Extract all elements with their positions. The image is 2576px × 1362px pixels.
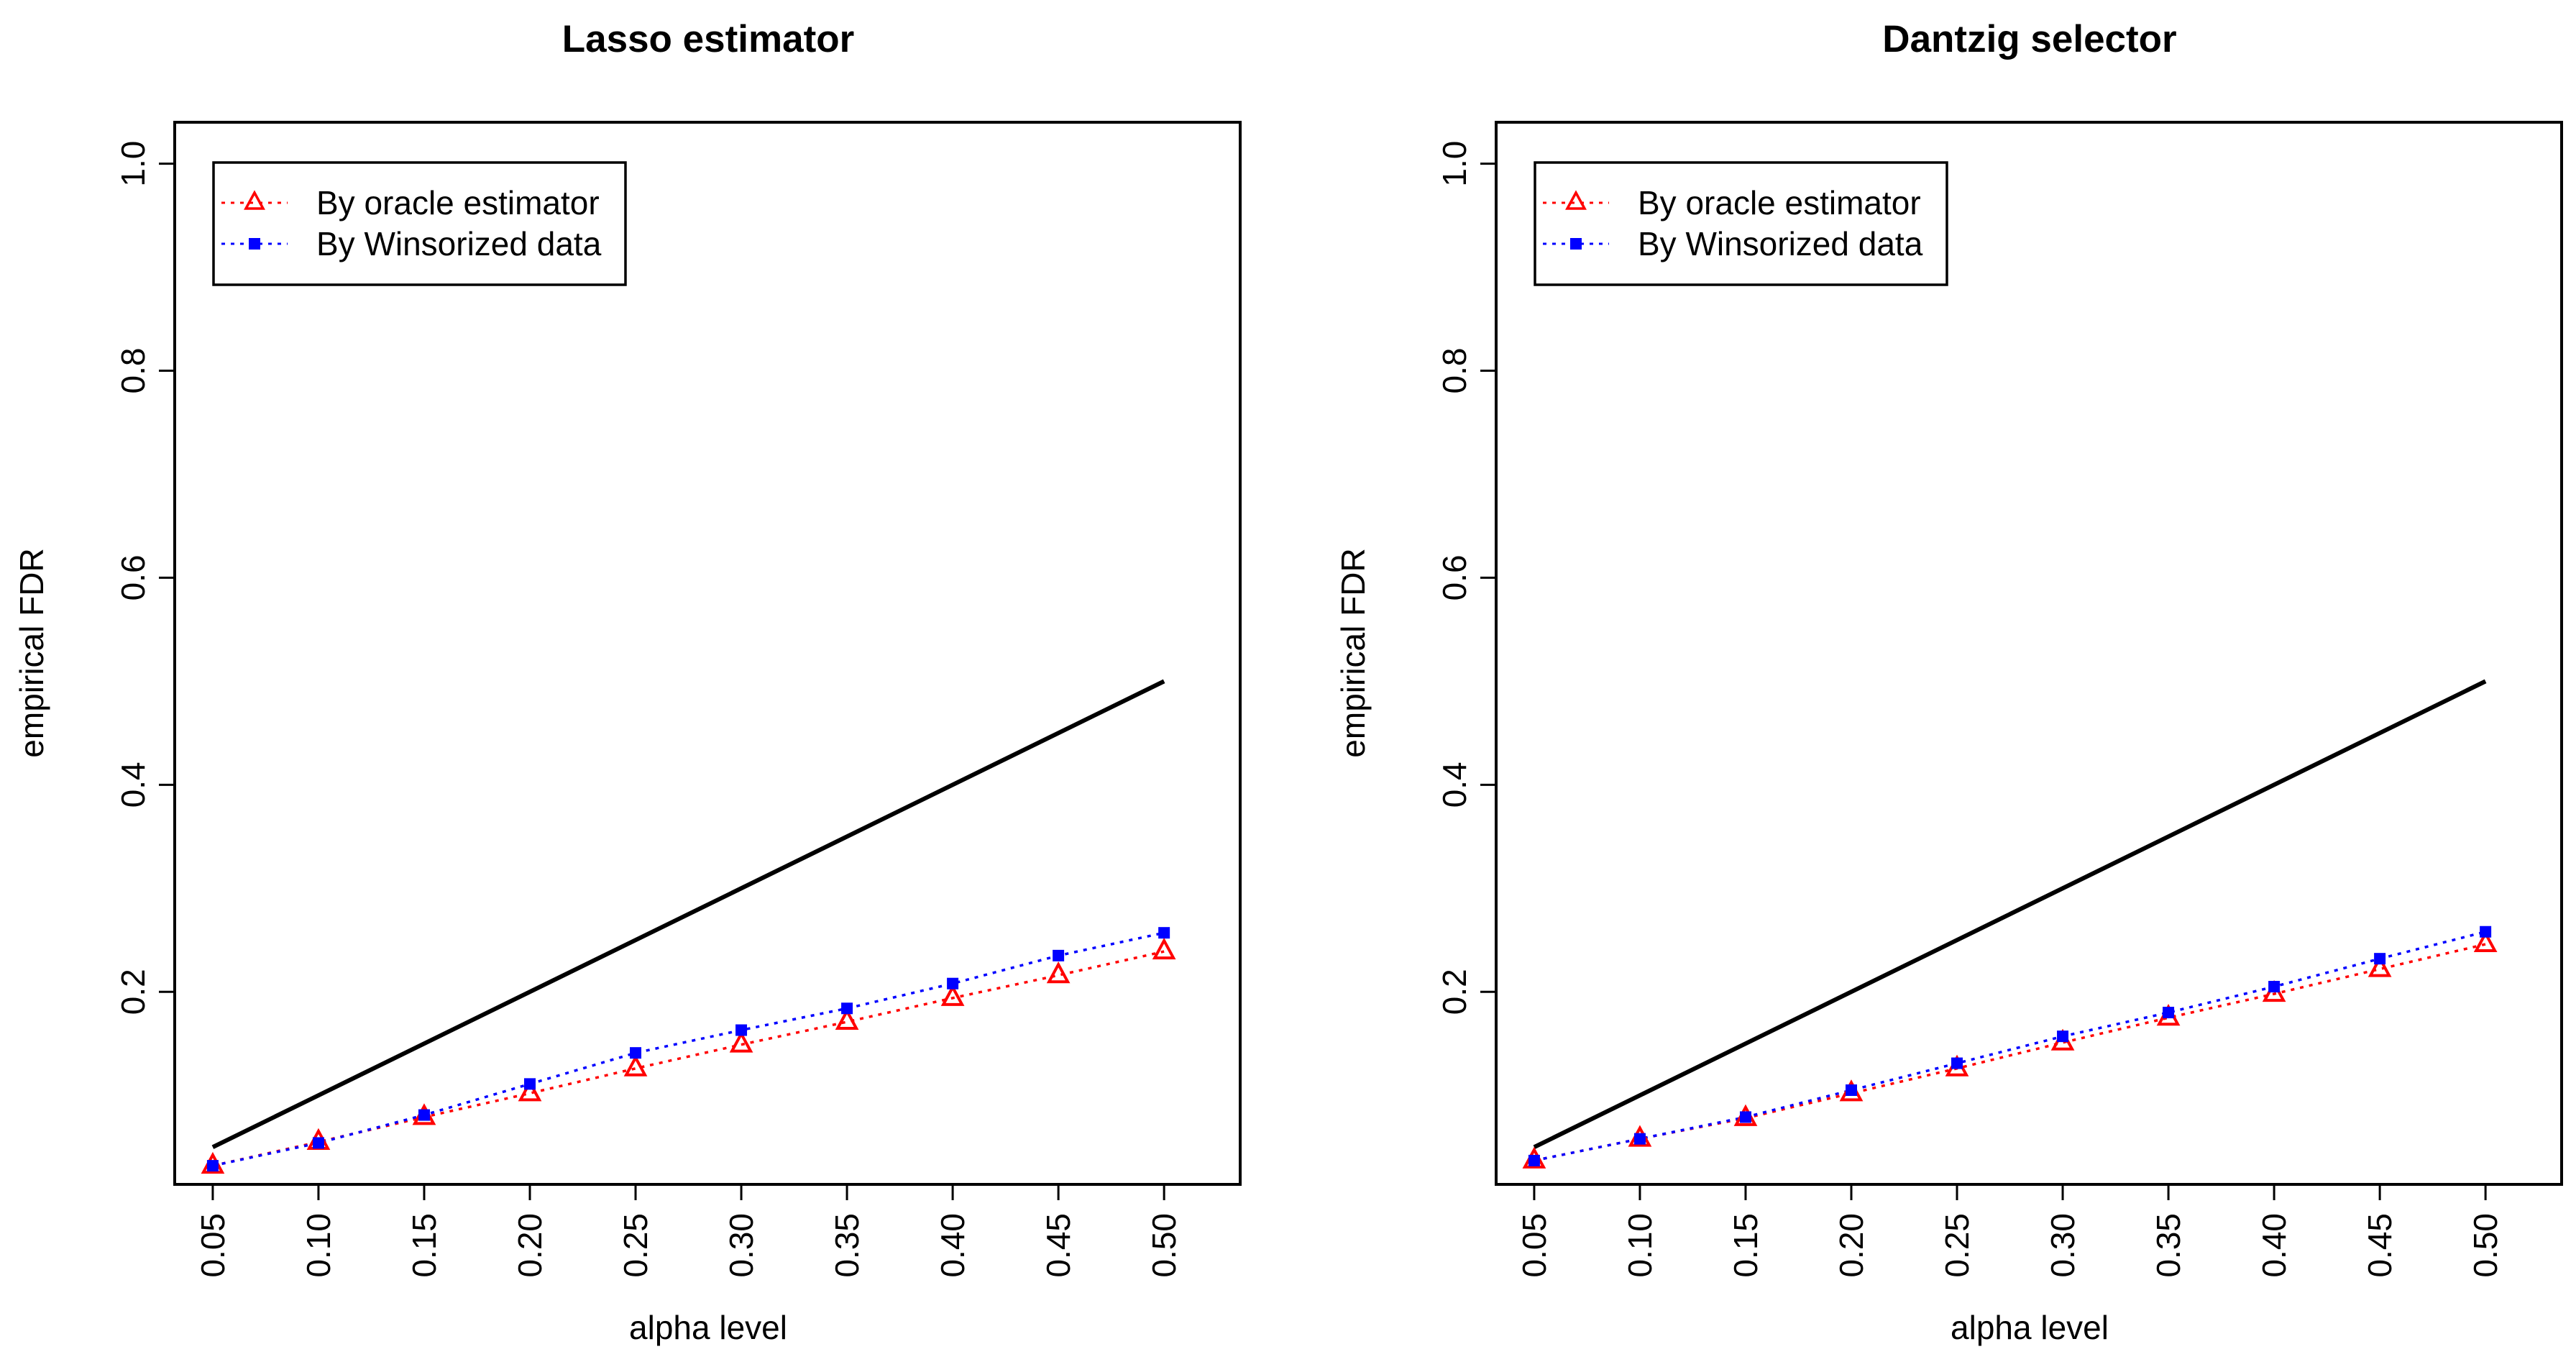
chart-title: Lasso estimator xyxy=(562,18,854,60)
x-axis: 0.05 0.10 0.15 0.20 0.25 0.30 0.35 0.40 0.45 0.50 xyxy=(194,1184,1183,1278)
data-point-oracle xyxy=(1046,961,1071,984)
legend-square-marker xyxy=(1570,238,1582,250)
x-tick-label: 0.40 xyxy=(2255,1213,2293,1278)
data-point-winsorized xyxy=(2057,1030,2069,1043)
legend: By oracle estimator By Winsorized data xyxy=(1534,161,1948,286)
data-point-winsorized xyxy=(1053,949,1065,961)
reference-line xyxy=(1533,679,2487,1149)
series-line-winsorized xyxy=(1534,931,2486,1162)
plot-area xyxy=(1522,679,2498,1169)
data-point-oracle xyxy=(940,984,965,1006)
y-tick-label: 1.0 xyxy=(1436,141,1473,187)
legend-square-marker xyxy=(249,238,260,250)
x-axis: 0.05 0.10 0.15 0.20 0.25 0.30 0.35 0.40 0.45 0.50 xyxy=(1516,1184,2504,1278)
data-point-winsorized xyxy=(1158,927,1170,939)
y-tick-label: 0.6 xyxy=(1436,554,1473,600)
data-point-winsorized xyxy=(2480,925,2492,938)
data-point-oracle xyxy=(835,1007,859,1030)
legend: By oracle estimator By Winsorized data xyxy=(212,161,627,286)
x-axis-label: alpha level xyxy=(1951,1309,2109,1346)
y-tick-label: 0.8 xyxy=(114,348,152,394)
x-tick-label: 0.40 xyxy=(934,1213,971,1278)
x-tick-label: 0.20 xyxy=(1833,1213,1870,1278)
plot-frame xyxy=(173,121,1242,1186)
data-point-winsorized xyxy=(735,1024,748,1036)
y-tick-label: 0.6 xyxy=(114,554,152,600)
x-tick-label: 0.30 xyxy=(723,1213,760,1278)
x-tick-label: 0.50 xyxy=(1145,1213,1183,1278)
legend-box xyxy=(1534,161,1948,286)
x-tick-label: 0.25 xyxy=(1938,1213,1976,1278)
y-tick-label: 0.4 xyxy=(114,762,152,808)
x-tick-label: 0.35 xyxy=(828,1213,866,1278)
y-axis: 0.2 0.4 0.6 0.8 1.0 xyxy=(1436,141,1496,1015)
x-tick-label: 0.05 xyxy=(1516,1213,1553,1278)
data-point-winsorized xyxy=(2268,981,2281,993)
data-point-winsorized xyxy=(2163,1007,2175,1019)
y-tick-label: 0.8 xyxy=(1436,348,1473,394)
chart-panel-dantzig: Dantzig selector alpha level empirical F… xyxy=(1334,18,2563,1346)
data-point-oracle xyxy=(2368,955,2392,977)
x-axis-label: alpha level xyxy=(629,1309,787,1346)
data-point-winsorized xyxy=(206,1160,219,1172)
y-tick-label: 0.4 xyxy=(1436,762,1473,808)
x-tick-label: 0.10 xyxy=(300,1213,337,1278)
x-tick-label: 0.15 xyxy=(405,1213,443,1278)
data-point-winsorized xyxy=(2374,953,2386,965)
legend-triangle-marker xyxy=(1565,190,1587,210)
x-tick-label: 0.45 xyxy=(1040,1213,1077,1278)
data-point-oracle xyxy=(518,1079,542,1102)
x-tick-label: 0.35 xyxy=(2150,1213,2187,1278)
data-point-winsorized xyxy=(312,1137,324,1149)
legend-label-winsorized: By Winsorized data xyxy=(316,225,602,262)
reference-line xyxy=(211,679,1165,1149)
data-point-oracle xyxy=(623,1054,648,1077)
data-point-winsorized xyxy=(1951,1057,1963,1069)
data-point-winsorized xyxy=(418,1109,430,1121)
data-point-winsorized xyxy=(630,1047,642,1059)
x-tick-label: 0.50 xyxy=(2467,1213,2504,1278)
x-tick-label: 0.45 xyxy=(2361,1213,2398,1278)
plot-frame xyxy=(1495,121,2563,1186)
data-point-oracle xyxy=(1152,937,1176,960)
data-point-oracle xyxy=(2473,930,2498,953)
data-point-winsorized xyxy=(841,1002,853,1015)
y-axis-label: empirical FDR xyxy=(13,548,50,757)
y-axis: 0.2 0.4 0.6 0.8 1.0 xyxy=(114,141,175,1015)
y-axis-label: empirical FDR xyxy=(1334,548,1372,757)
chart-title: Dantzig selector xyxy=(1882,18,2176,60)
legend-label-winsorized: By Winsorized data xyxy=(1638,225,1923,262)
legend-label-oracle: By oracle estimator xyxy=(316,184,600,221)
data-point-winsorized xyxy=(947,977,959,989)
chart-panel-lasso: Lasso estimator alpha level empirical FD… xyxy=(13,18,1242,1346)
x-tick-label: 0.20 xyxy=(511,1213,549,1278)
legend-box xyxy=(212,161,627,286)
x-tick-label: 0.15 xyxy=(1727,1213,1764,1278)
data-point-oracle xyxy=(729,1030,753,1053)
legend-triangle-marker xyxy=(244,190,265,210)
series-line-oracle xyxy=(212,950,1165,1167)
legend-label-oracle: By oracle estimator xyxy=(1638,184,1921,221)
data-point-winsorized xyxy=(1739,1111,1751,1123)
x-tick-label: 0.30 xyxy=(2044,1213,2081,1278)
y-tick-label: 0.2 xyxy=(1436,969,1473,1015)
data-point-winsorized xyxy=(1846,1084,1857,1096)
x-tick-label: 0.25 xyxy=(617,1213,654,1278)
plot-area xyxy=(201,679,1176,1174)
y-tick-label: 1.0 xyxy=(114,141,152,187)
x-tick-label: 0.05 xyxy=(194,1213,232,1278)
data-point-winsorized xyxy=(1633,1133,1646,1145)
y-tick-label: 0.2 xyxy=(114,969,152,1015)
data-point-winsorized xyxy=(524,1078,536,1090)
x-tick-label: 0.10 xyxy=(1621,1213,1659,1278)
data-point-winsorized xyxy=(1528,1154,1540,1166)
